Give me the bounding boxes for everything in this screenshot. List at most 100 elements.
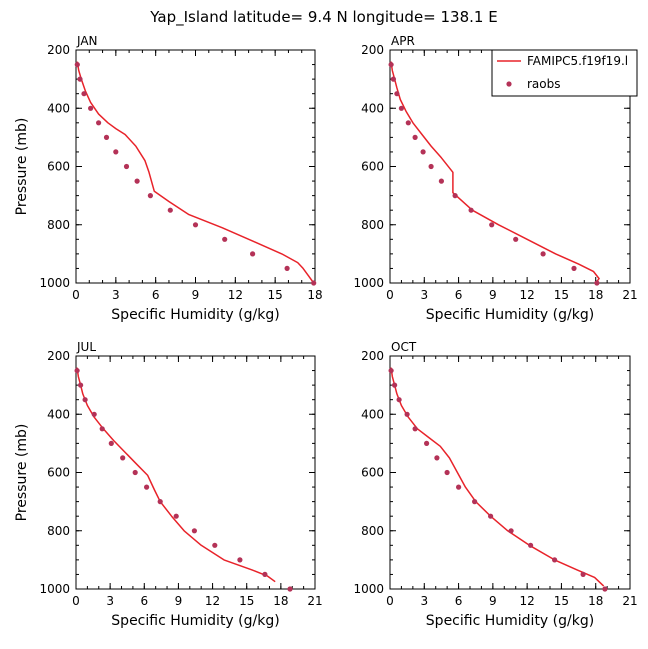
x-tick-label: 3 [420,288,428,302]
model-line-oct [390,367,605,587]
y-tick-label: 800 [361,218,384,232]
x-tick-label: 3 [106,594,114,608]
x-tick-label: 0 [386,288,394,302]
raob-point-apr [412,134,418,140]
y-tick-label: 800 [361,524,384,538]
x-tick-label: 9 [489,594,497,608]
x-tick-label: 12 [228,288,243,302]
y-tick-label: 200 [361,349,384,363]
raob-point-oct [392,382,398,388]
raob-point-jan [167,207,173,213]
x-tick-label: 9 [175,594,183,608]
raob-point-oct [528,542,534,548]
panel-jul: JUL 0 3 6 9 12 15 18 21 200 400 600 800 1000 Specific … [14,340,323,629]
raob-point-oct [488,513,494,519]
raob-point-jul [132,469,138,476]
raob-point-oct [434,455,440,461]
y-tick-label: 800 [47,218,70,232]
y-tick-label: 800 [47,524,70,538]
raob-point-jan [74,62,80,68]
y-axis-label-jan: Pressure (mb) [14,118,30,216]
raob-point-jul [99,426,105,432]
x-tick-label: 0 [72,288,80,302]
raob-point-apr [540,251,546,257]
x-tick-label: 6 [455,288,463,302]
raob-point-jul [78,382,84,388]
raob-point-jan [311,280,317,286]
raob-point-jan [192,222,199,228]
panel-label-jan: JAN [76,34,98,48]
raob-point-oct [602,586,608,592]
raob-point-jan [103,134,110,140]
legend-model-label: FAMIPC5.f19f19.l [527,54,628,68]
x-tick-label: 18 [307,288,322,302]
plot-frame-jan [75,49,316,284]
x-tick-label: 12 [520,288,535,302]
raob-point-apr [438,178,444,184]
x-tick-label: 21 [307,594,322,608]
raob-point-apr [571,265,577,271]
raob-point-oct [412,426,418,432]
y-tick-label: 400 [361,407,384,421]
raob-point-apr [489,222,495,228]
raob-point-jan [77,76,83,82]
y-tick-label: 600 [361,466,384,480]
raob-point-jul [287,586,293,592]
raob-point-oct [508,528,514,534]
legend-box [491,49,638,97]
x-tick-label: 15 [239,594,254,608]
raob-point-oct [404,411,410,417]
x-tick-label: 3 [112,288,120,302]
raob-point-oct [388,368,394,374]
panel-oct: OCT 0 3 6 9 12 15 18 21 200 400 600 800 1000 Specific … [353,340,637,629]
y-tick-label: 200 [47,349,70,363]
x-tick-label: 9 [192,288,200,302]
legend-obs-label: raobs [527,77,561,91]
x-tick-label: 6 [140,594,148,608]
raob-point-apr [394,91,400,97]
raob-point-jul [212,542,218,548]
x-tick-label: 3 [420,594,428,608]
x-axis-label-apr: Specific Humidity (g/kg) [426,307,594,323]
raob-point-jan [123,163,130,170]
x-tick-label: 15 [268,288,283,302]
y-tick-label: 600 [361,160,384,174]
raob-point-jul [82,397,88,403]
raob-point-oct [472,499,478,505]
raob-point-oct [456,484,462,490]
y-tick-label: 600 [47,466,70,480]
raob-point-jul [191,528,197,534]
raob-point-jul [157,499,163,505]
panel-jan: JAN 0 3 6 9 12 15 18 200 400 600 800 1000 Specific Hu… [14,34,323,323]
y-axis-label-jul: Pressure (mb) [14,424,30,522]
x-tick-label: 6 [152,288,160,302]
raob-point-apr [428,163,434,170]
raob-point-jul [108,440,114,446]
raob-point-apr [468,207,474,213]
raob-point-jul [173,513,179,519]
legend-obs-swatch [506,81,512,87]
panels-group: JAN 0 3 6 9 12 15 18 200 400 600 800 1000 Specific Hu… [14,34,638,629]
plot-frame-jul [75,355,316,590]
y-tick-label: 1000 [353,582,384,596]
plot-frame-oct [389,355,631,590]
figure-title: Yap_Island latitude= 9.4 N longitude= 13… [149,8,497,27]
panel-apr: APR 0 3 6 9 12 15 18 21 200 400 600 800 1000 Specific … [353,34,637,323]
model-line-apr [390,61,600,284]
x-tick-label: 9 [489,288,497,302]
raob-point-jul [237,557,243,563]
raob-point-jan [96,120,102,126]
y-tick-label: 400 [47,407,70,421]
x-tick-label: 12 [520,594,535,608]
y-tick-label: 1000 [39,276,70,290]
x-tick-label: 15 [554,288,569,302]
raob-point-apr [452,193,458,199]
x-tick-label: 15 [554,594,569,608]
x-tick-label: 18 [588,288,603,302]
raob-point-jul [91,411,97,417]
x-axis-label-oct: Specific Humidity (g/kg) [426,613,594,629]
raob-point-jan [284,265,290,271]
raob-point-apr [594,280,600,286]
y-tick-label: 400 [361,101,384,115]
